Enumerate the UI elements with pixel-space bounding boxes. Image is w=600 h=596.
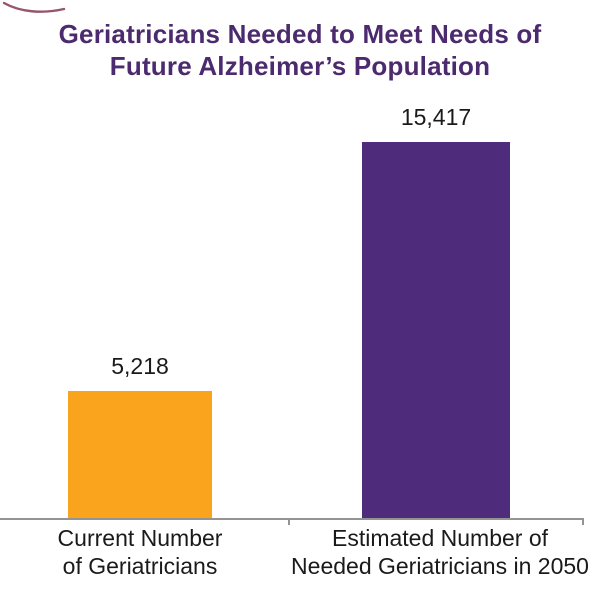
x-axis-tick <box>582 518 584 525</box>
logo-swoosh-remnant-icon <box>2 1 66 13</box>
chart-title-line2: Future Alzheimer’s Population <box>109 51 491 81</box>
x-axis-line <box>0 518 583 520</box>
chart-title-line1: Geriatricians Needed to Meet Needs of <box>58 19 542 49</box>
current-geriatricians-axis-label: Current Number of Geriatricians <box>57 525 223 579</box>
current-geriatricians-value-label: 5,218 <box>111 353 169 379</box>
current-geriatricians-bar <box>68 391 212 518</box>
needed-geriatricians-2050-bar <box>362 142 510 518</box>
needed-geriatricians-2050-axis-label: Estimated Number of Needed Geriatricians … <box>291 525 589 579</box>
needed-geriatricians-2050-value-label: 15,417 <box>400 104 472 130</box>
x-axis-tick <box>288 518 290 525</box>
chart-title: Geriatricians Needed to Meet Needs of Fu… <box>0 18 600 82</box>
